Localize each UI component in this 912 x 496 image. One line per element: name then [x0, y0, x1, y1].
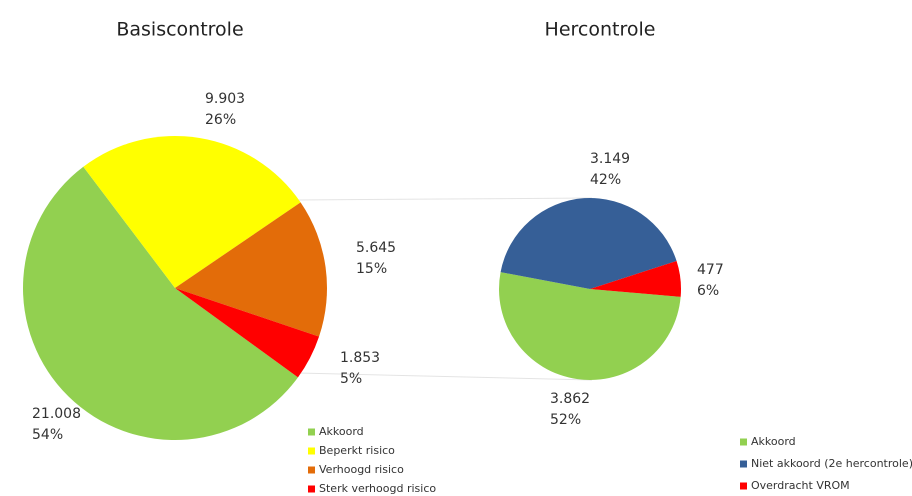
chart-title: Hercontrole — [545, 19, 656, 41]
pie-slice — [500, 198, 677, 289]
value-label: 21.008 — [32, 406, 81, 422]
pie-slice — [590, 260, 682, 297]
legend-swatch — [740, 460, 747, 468]
legend-label: Akkoord — [751, 435, 796, 448]
percent-label: 26% — [205, 112, 236, 128]
connector-line — [297, 372, 593, 381]
percent-label: 6% — [697, 283, 719, 299]
pie-slice — [175, 202, 327, 337]
pie-slice — [22, 166, 298, 441]
legend-label: Akkoord — [319, 425, 364, 438]
value-label: 3.862 — [550, 391, 590, 407]
chart-title: Basiscontrole — [116, 19, 243, 41]
legend-swatch — [308, 485, 315, 493]
legend-label: Overdracht VROM — [751, 479, 850, 492]
percent-label: 42% — [590, 172, 621, 188]
legend-label: Sterk verhoogd risico — [319, 482, 436, 495]
legend-swatch — [740, 438, 747, 446]
value-label: 3.149 — [590, 151, 630, 167]
legend-label: Beperkt risico — [319, 444, 395, 457]
percent-label: 54% — [32, 427, 63, 443]
pie-slice — [175, 288, 320, 378]
legend-label: Niet akkoord (2e hercontrole) — [751, 457, 912, 470]
legend-swatch — [740, 482, 747, 490]
pie-slice — [499, 272, 681, 380]
value-label: 5.645 — [356, 240, 396, 256]
value-label: 477 — [697, 262, 724, 278]
pie-slice — [83, 136, 301, 288]
value-label: 1.853 — [340, 350, 380, 366]
percent-label: 52% — [550, 412, 581, 428]
percent-label: 15% — [356, 261, 387, 277]
percent-label: 5% — [340, 371, 362, 387]
legend-swatch — [308, 447, 315, 455]
legend-swatch — [308, 466, 315, 474]
legend-label: Verhoogd risico — [319, 463, 404, 476]
legend-swatch — [308, 428, 315, 436]
value-label: 9.903 — [205, 91, 245, 107]
connector-line — [297, 197, 593, 201]
